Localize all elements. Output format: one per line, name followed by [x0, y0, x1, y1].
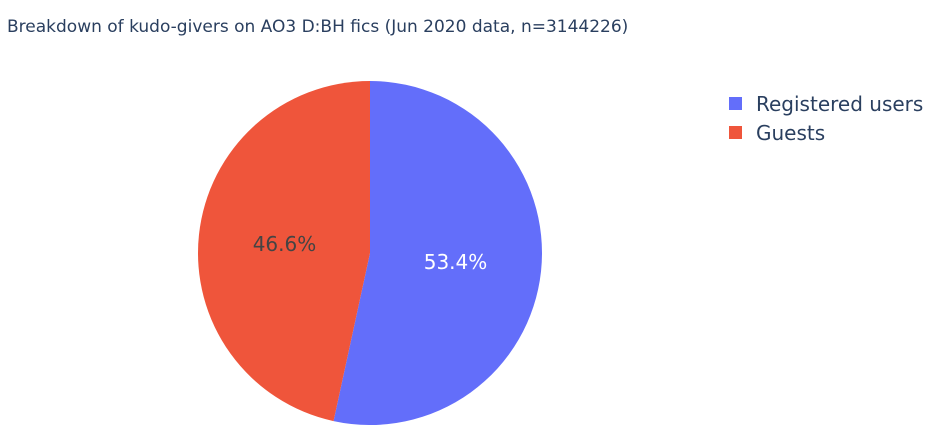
- legend-swatch: [729, 126, 742, 139]
- chart-title: Breakdown of kudo-givers on AO3 D:BH fic…: [7, 17, 629, 37]
- pie-slice-registered-users[interactable]: [333, 81, 543, 425]
- legend-label: Registered users: [756, 91, 924, 116]
- legend-item-registered-users[interactable]: Registered users: [729, 89, 923, 118]
- slice-percent-label: 46.6%: [253, 232, 317, 256]
- slice-percent-label: 53.4%: [424, 250, 488, 274]
- legend-swatch: [729, 97, 742, 110]
- pie-slice-guests[interactable]: [198, 81, 370, 422]
- legend-label: Guests: [756, 120, 826, 145]
- legend: Registered users Guests: [729, 89, 923, 147]
- legend-item-guests[interactable]: Guests: [729, 118, 923, 147]
